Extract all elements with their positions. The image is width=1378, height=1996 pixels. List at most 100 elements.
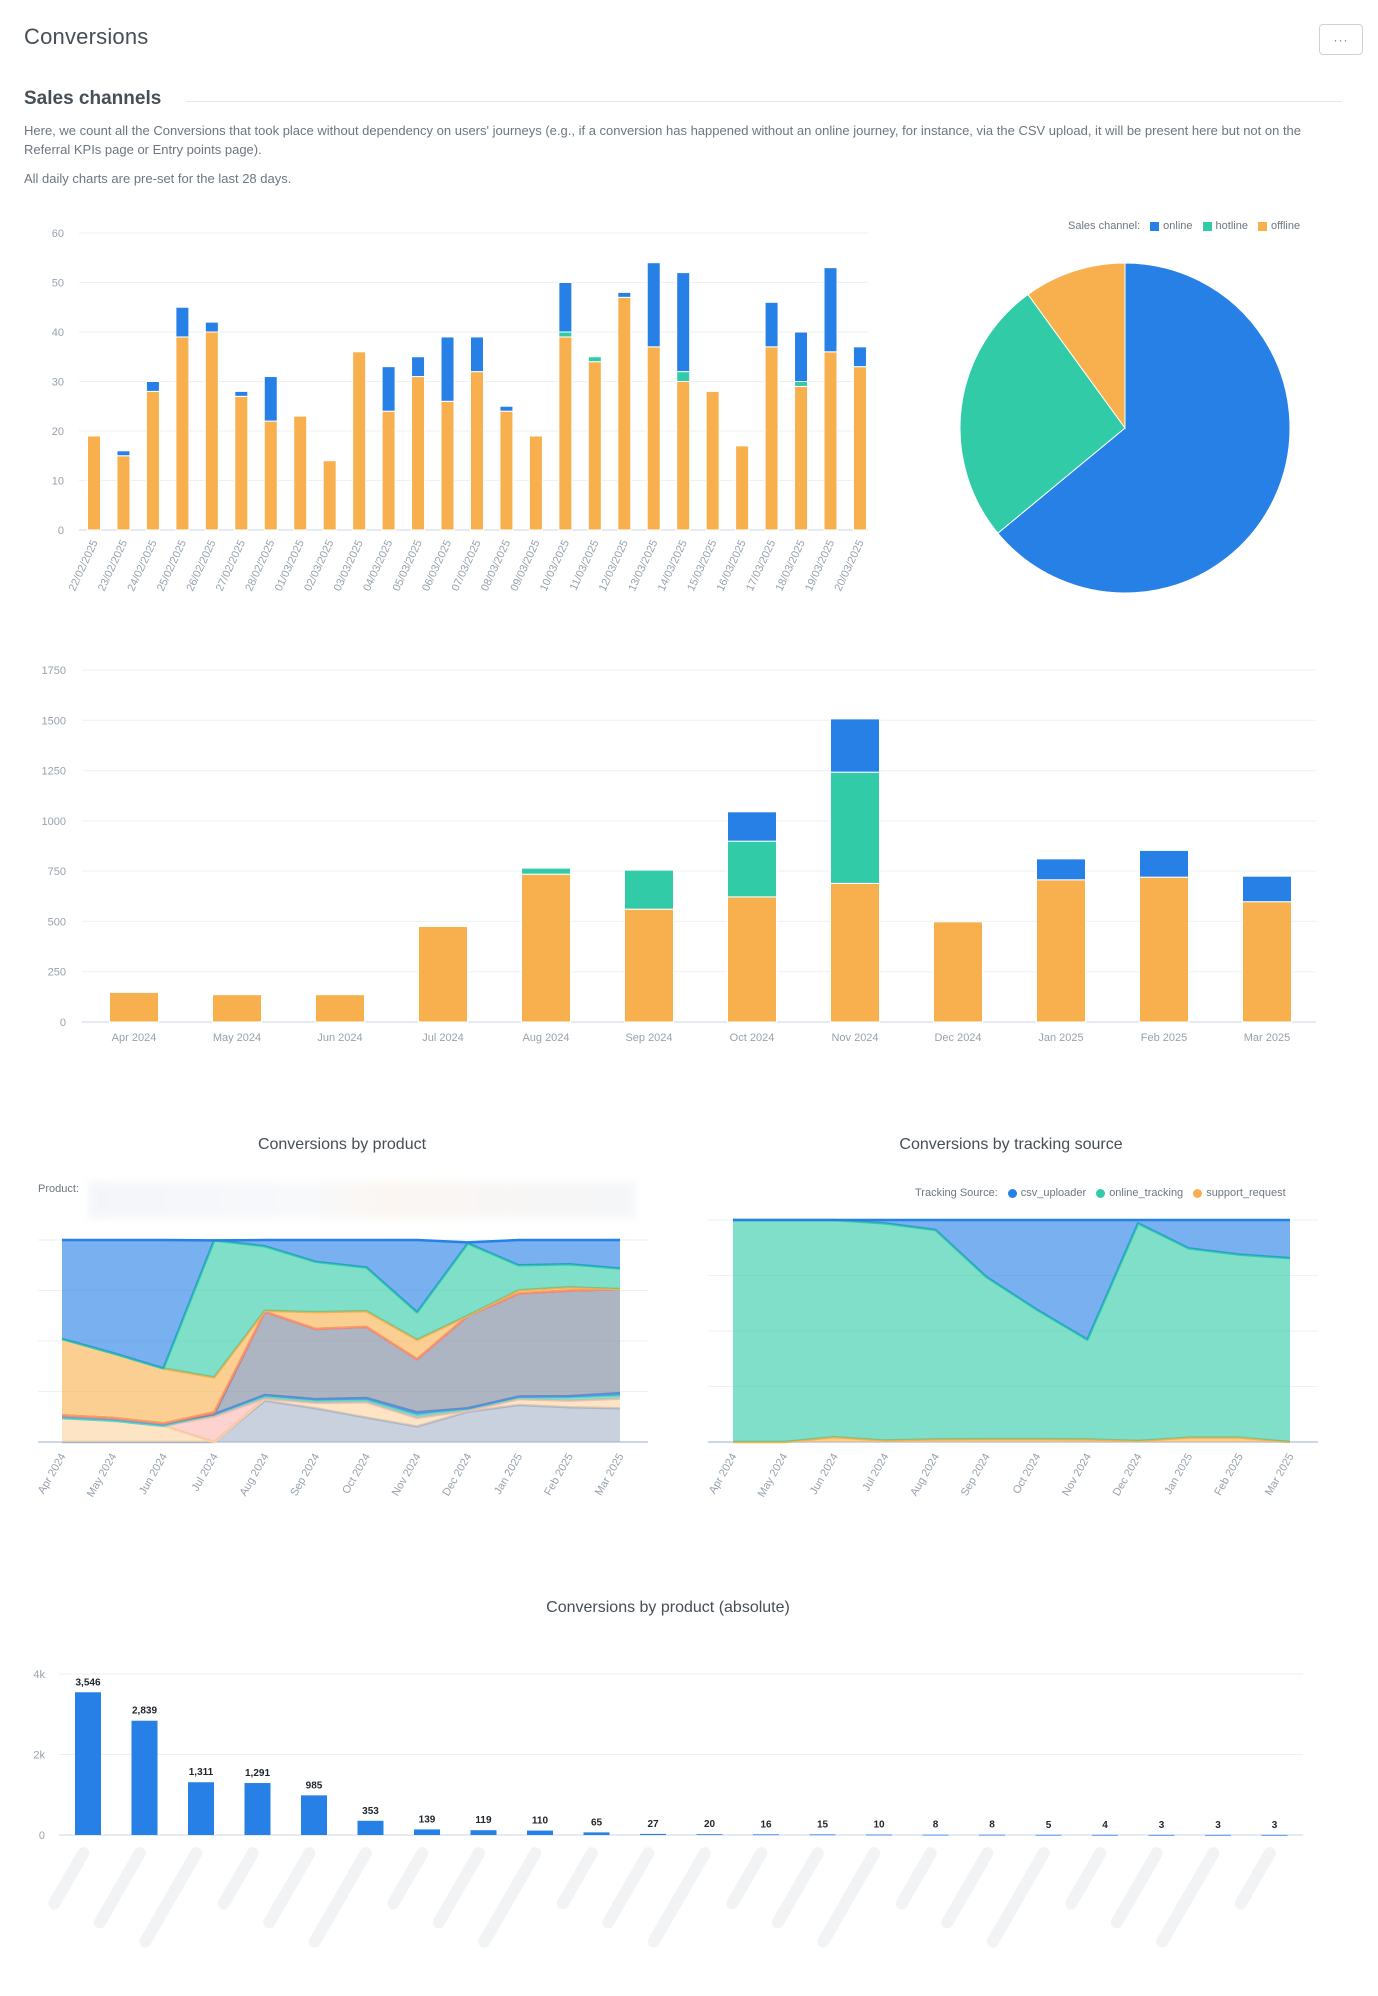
y-tick-label: 20 [52,426,64,438]
bar-online [852,346,867,368]
bar [357,1820,384,1835]
x-tick-label: 25/02/2025 [155,538,189,593]
x-tick-label-redacted [556,1847,598,1910]
area-csv_uploader [733,1220,1290,1340]
bar-online [175,306,190,338]
bar-offline [823,351,838,531]
x-tick-label: Feb 2025 [1141,1032,1187,1044]
monthly-sales-channel-chart: 0 250 500 750 1000 1250 1500 1750 Apr 2024 May 20… [42,665,1316,1044]
bar [922,1834,949,1836]
legend-label: hotline [1215,220,1248,232]
x-tick-label-redacted [139,1847,203,1948]
bar-offline [735,445,750,531]
y-tick-label: 30 [52,377,64,389]
sales-channel-pie-chart [959,262,1291,594]
data-label: 3 [1159,1820,1165,1831]
x-tick-label: Apr 2024 [707,1452,740,1497]
data-label: 3 [1272,1820,1278,1831]
line-support_request [733,1435,1291,1444]
x-tick-label: May 2024 [213,1032,261,1044]
conversions-by-product-chart: Apr 2024 May 2024 Jun 2024 Jul 2024 Aug 2024… [36,1238,648,1499]
x-tick-label: 19/03/2025 [803,538,837,593]
bar-offline [528,435,543,531]
y-tick-label: 4k [33,1669,45,1681]
legend-title: Product: [38,1183,79,1195]
x-tick-label: 04/03/2025 [361,538,395,593]
bar [75,1692,101,1835]
x-tick-label: 08/03/2025 [479,538,513,593]
x-tick-label: 28/02/2025 [243,538,277,593]
x-tick-label: Aug 2024 [908,1452,942,1499]
bar-offline [558,336,573,531]
y-tick-label: 1500 [42,715,66,727]
x-tick-label: Dec 2024 [1111,1452,1145,1499]
bar-online [1036,858,1086,881]
page-title: Conversions [24,24,149,49]
section-description: Here, we count all the Conversions that … [24,123,1302,157]
x-tick-label-redacted [941,1847,994,1929]
x-tick-label: 06/03/2025 [420,538,454,593]
x-tick-label: 22/02/2025 [67,538,101,593]
bar [1205,1834,1231,1836]
x-tick-label: Aug 2024 [238,1452,272,1499]
bar [188,1782,214,1835]
x-tick-label-redacted [478,1847,542,1948]
legend-label: online_tracking [1109,1187,1184,1199]
y-tick-label: 1750 [42,665,66,677]
legend-swatch-online [1150,221,1160,231]
legend-item-online[interactable]: online [1150,220,1193,232]
legend-item-offline[interactable]: offline [1257,220,1300,232]
x-tick-label: 16/03/2025 [715,538,749,593]
x-tick-label: Jun 2024 [317,1032,362,1044]
x-tick-label: Apr 2024 [112,1032,157,1044]
x-tick-label: Jan 2025 [492,1452,525,1497]
y-tick-label: 0 [60,1017,66,1029]
legend-swatch-offline [1257,221,1267,231]
bar [527,1830,553,1835]
bar-offline [624,908,674,1023]
bar-online [794,331,809,382]
y-tick-label: 50 [52,278,64,290]
bar [866,1834,892,1836]
bar-hotline [676,371,691,383]
y-tick-label: 1250 [42,766,66,778]
x-tick-label: Feb 2025 [542,1452,576,1498]
x-tick-label: Nov 2024 [390,1452,424,1499]
x-tick-label: Mar 2025 [1263,1452,1297,1498]
bar [470,1830,497,1835]
legend-item-csv-uploader[interactable]: csv_uploader [1007,1187,1086,1199]
x-tick-label-redacted [1110,1847,1163,1929]
bar-online [676,272,691,373]
y-tick-label: 250 [48,967,66,979]
bar-offline [676,381,691,531]
data-label: 65 [591,1817,603,1828]
x-tick-label: Oct 2024 [730,1032,775,1044]
data-label: 985 [306,1780,323,1791]
legend-item-hotline[interactable]: hotline [1202,220,1248,232]
bar-online [381,366,396,412]
data-label: 27 [647,1819,659,1830]
legend-item-support-request[interactable]: support_request [1193,1187,1286,1199]
daily-sales-channel-chart: 0 10 20 30 40 50 60 22/02/202523/02/202524/02/2… [52,228,868,593]
bar-online [499,405,514,412]
bar-offline [933,921,983,1023]
bar-offline [1036,879,1086,1023]
x-tick-label-redacted [1156,1847,1220,1948]
bar-online [204,321,219,333]
bar-hotline [587,356,602,363]
data-label: 8 [989,1820,995,1831]
x-tick-label-redacted [771,1847,824,1929]
bar-online [727,811,777,842]
x-tick-label: Dec 2024 [440,1452,474,1499]
area-series-10 [62,1240,620,1369]
legend-item-online-tracking[interactable]: online_tracking [1096,1187,1183,1199]
bar-offline [617,296,632,531]
bar-offline [352,351,367,531]
x-tick-label-redacted [48,1847,90,1910]
data-label: 3 [1215,1820,1221,1831]
bar [809,1834,836,1836]
bar-offline [764,346,779,531]
data-label: 3,546 [75,1677,100,1688]
bar-offline [469,371,484,531]
more-options-button[interactable]: ··· [1319,24,1363,55]
